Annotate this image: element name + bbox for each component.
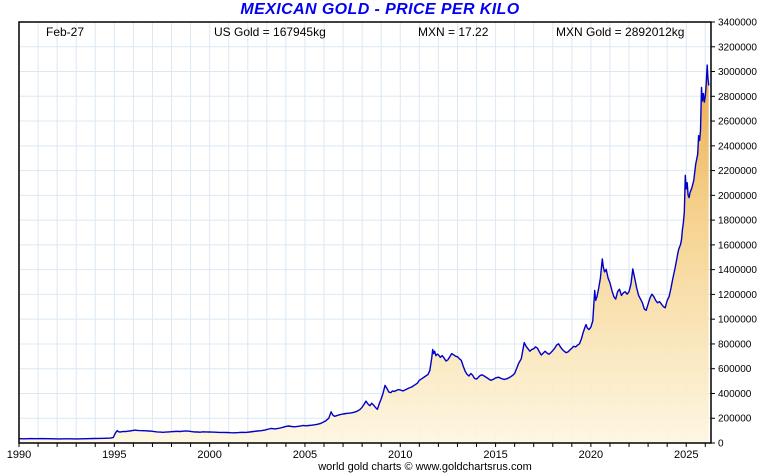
y-axis-label: 3200000 — [718, 42, 757, 53]
y-axis-label: 800000 — [718, 339, 752, 350]
footer-credit: world gold charts © www.goldchartsrus.co… — [318, 461, 532, 473]
y-axis-label: 2800000 — [718, 92, 757, 103]
y-axis-label: 2000000 — [718, 191, 757, 202]
y-axis-label: 200000 — [718, 414, 752, 425]
y-axis-label: 600000 — [718, 364, 752, 375]
x-axis-label: 2010 — [388, 449, 412, 461]
y-axis-label: 3000000 — [718, 67, 757, 78]
x-axis-label: 2025 — [674, 449, 698, 461]
header-us-gold: US Gold = 167945kg — [214, 25, 326, 39]
y-axis-label: 1600000 — [718, 240, 757, 251]
x-axis-label: 1990 — [7, 449, 31, 461]
y-axis-label: 1200000 — [718, 290, 757, 301]
chart-title: MEXICAN GOLD - PRICE PER KILO — [240, 1, 520, 18]
y-axis-label: 400000 — [718, 389, 752, 400]
header-mxn-rate: MXN = 17.22 — [418, 25, 489, 39]
y-axis-label: 2400000 — [718, 141, 757, 152]
y-axis-label: 2200000 — [718, 166, 757, 177]
header-date: Feb-27 — [46, 25, 85, 39]
x-axis-label: 1995 — [102, 449, 126, 461]
x-axis-label: 2005 — [293, 449, 317, 461]
y-axis-label: 2600000 — [718, 117, 757, 128]
y-axis-label: 1000000 — [718, 315, 757, 326]
x-axis-label: 2020 — [579, 449, 603, 461]
y-axis-label: 0 — [718, 439, 724, 450]
header-mxn-gold: MXN Gold = 2892012kg — [556, 25, 685, 39]
y-axis-label: 1800000 — [718, 216, 757, 227]
x-axis-label: 2000 — [197, 449, 221, 461]
y-axis-label: 1400000 — [718, 265, 757, 276]
y-axis-label: 3400000 — [718, 18, 757, 29]
x-axis-label: 2015 — [483, 449, 507, 461]
